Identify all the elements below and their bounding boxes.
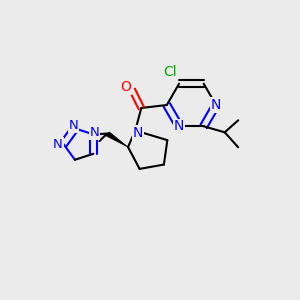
Text: N: N <box>90 126 100 140</box>
Text: Cl: Cl <box>163 65 177 79</box>
Text: N: N <box>133 126 143 140</box>
Text: N: N <box>68 119 78 133</box>
Polygon shape <box>105 132 128 147</box>
Text: O: O <box>120 80 131 94</box>
Text: N: N <box>211 98 221 112</box>
Text: N: N <box>53 138 63 151</box>
Text: N: N <box>174 119 184 133</box>
